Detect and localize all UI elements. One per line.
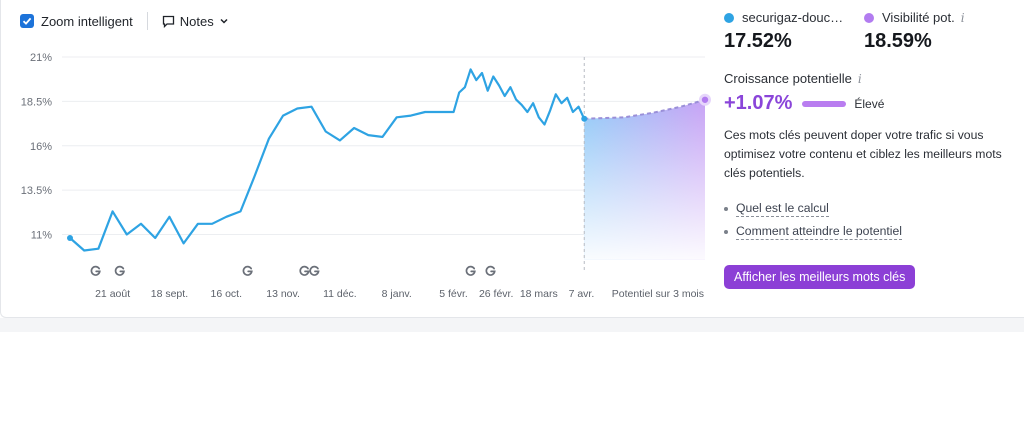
note-icon — [162, 15, 174, 28]
legend-potential[interactable]: Visibilité pot. i 18.59% — [864, 10, 1004, 53]
growth-level: Élevé — [854, 96, 885, 111]
x-tick-label: 21 août — [95, 288, 130, 300]
x-tick-label: 5 févr. — [439, 288, 468, 300]
notes-label: Notes — [179, 13, 214, 29]
legend: securigaz-douc… 17.52% Visibilité pot. i… — [724, 10, 1024, 53]
google-g-icon — [242, 265, 253, 276]
chevron-down-icon — [220, 18, 228, 24]
google-g-icon — [309, 265, 320, 276]
legend-domain[interactable]: securigaz-douc… 17.52% — [724, 10, 844, 53]
chart-svg: 21% 18.5% 16% 13.5% 11% 21 août 18 sept. 16 oct… — [21, 52, 711, 300]
google-g-icon — [485, 265, 496, 276]
domain-label: securigaz-douc… — [742, 10, 844, 25]
x-tick-label: 18 sept. — [151, 288, 188, 300]
check-icon — [22, 17, 32, 25]
google-g-icon — [465, 265, 476, 276]
forecast-area-fade — [584, 99, 705, 260]
series-line-domain[interactable] — [69, 68, 586, 252]
x-tick-label: 13 nov. — [266, 288, 300, 300]
reach-potential-link[interactable]: Comment atteindre le potentiel — [736, 224, 902, 240]
x-tick-label: 16 oct. — [210, 288, 242, 300]
google-update-marker[interactable] — [485, 265, 496, 276]
x-tick-label: 11 déc. — [323, 288, 357, 300]
data-point-current — [581, 115, 588, 122]
chart-toolbar: Zoom intelligent Notes — [20, 10, 229, 32]
y-tick-label: 16% — [30, 141, 52, 153]
google-update-marker[interactable] — [90, 265, 101, 276]
help-links: Quel est le calcul Comment atteindre le … — [724, 201, 1024, 240]
google-update-marker[interactable] — [309, 265, 320, 276]
google-g-icon — [114, 265, 125, 276]
potential-label: Visibilité pot. — [882, 10, 955, 25]
y-tick-label: 11% — [31, 230, 52, 242]
x-tick-label: 7 avr. — [569, 288, 595, 300]
google-update-marker[interactable] — [242, 265, 253, 276]
info-icon[interactable]: i — [857, 71, 862, 86]
growth-title-text: Croissance potentielle — [724, 71, 852, 86]
google-g-icon — [90, 265, 101, 276]
growth-level-bar — [802, 100, 847, 107]
google-update-marker[interactable] — [465, 265, 476, 276]
domain-visibility-value: 17.52% — [724, 30, 792, 52]
growth-title: Croissance potentielle i — [724, 71, 1024, 86]
list-item: Quel est le calcul — [724, 201, 1024, 217]
calculation-link[interactable]: Quel est le calcul — [736, 201, 829, 217]
x-tick-label: 8 janv. — [382, 288, 412, 300]
bullet — [724, 207, 728, 211]
x-tick-label: 26 févr. — [479, 288, 513, 300]
google-update-marker[interactable] — [114, 265, 125, 276]
x-tick-label: 18 mars — [520, 288, 558, 300]
y-tick-label: 21% — [30, 52, 52, 64]
page-background-strip — [0, 318, 1024, 332]
notes-button[interactable]: Notes — [162, 14, 229, 29]
show-best-keywords-button[interactable]: Afficher les meilleurs mots clés — [724, 265, 916, 289]
insights-panel: securigaz-douc… 17.52% Visibilité pot. i… — [724, 10, 1024, 289]
google-g-icon — [299, 265, 310, 276]
potential-color-dot — [864, 12, 874, 23]
toolbar-divider — [146, 12, 148, 30]
y-tick-label: 13.5% — [21, 185, 52, 197]
bullet — [724, 230, 728, 234]
growth-description: Ces mots clés peuvent doper votre trafic… — [724, 128, 1002, 180]
domain-color-dot — [724, 12, 734, 23]
list-item: Comment atteindre le potentiel — [724, 224, 1024, 240]
x-tick-label: Potentiel sur 3 mois — [612, 288, 704, 300]
zoom-checkbox[interactable] — [20, 14, 34, 28]
visibility-chart[interactable]: 21% 18.5% 16% 13.5% 11% 21 août 18 sept. 16 oct… — [0, 40, 715, 310]
y-tick-label: 18.5% — [21, 96, 52, 108]
info-icon[interactable]: i — [960, 10, 965, 25]
data-point-start — [67, 235, 73, 242]
growth-value: +1.07% — [724, 92, 793, 114]
growth-row: +1.07% Élevé — [724, 92, 1024, 115]
potential-visibility-value: 18.59% — [864, 30, 932, 52]
google-update-marker[interactable] — [299, 265, 310, 276]
data-point-potential — [701, 96, 709, 103]
series-line-potential[interactable] — [584, 98, 706, 120]
zoom-label[interactable]: Zoom intelligent — [41, 13, 133, 29]
